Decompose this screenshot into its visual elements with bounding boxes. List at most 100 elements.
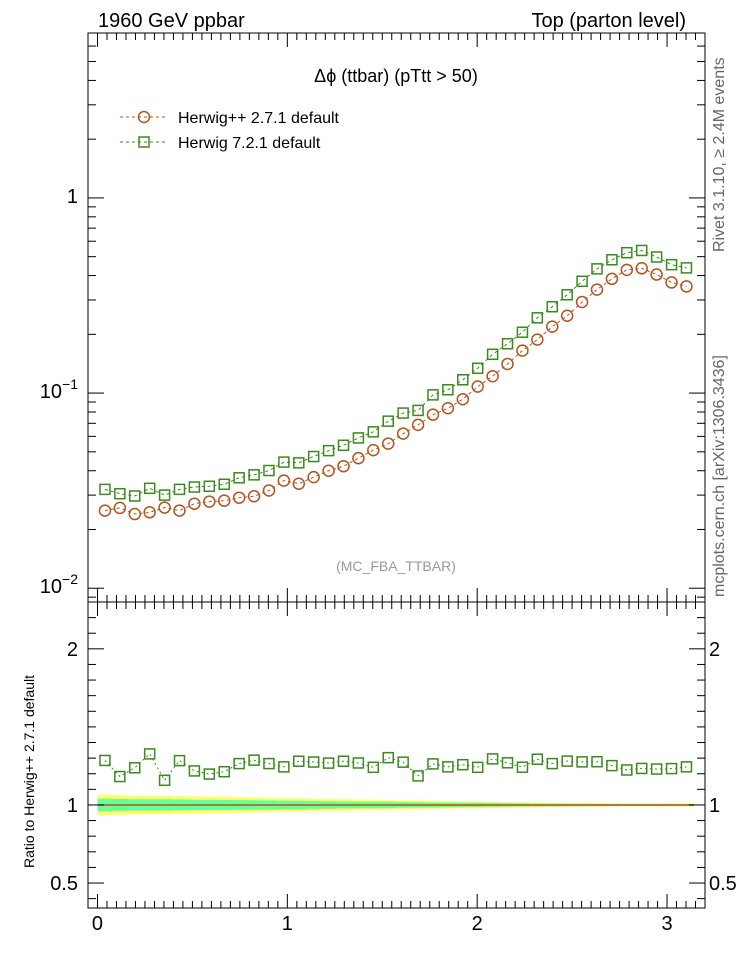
data-point-herwig7	[114, 487, 126, 500]
data-point-herwig7	[486, 348, 499, 361]
data-point-herwig7	[129, 490, 141, 502]
data-point-herwigpp	[292, 477, 306, 491]
data-point-herwigpp	[203, 495, 216, 508]
data-point-herwig7	[501, 337, 514, 350]
data-point-herwig7	[367, 426, 380, 438]
ratio-point	[546, 757, 559, 770]
ratio-ytick-label-right: 1	[709, 795, 720, 817]
series-line-0	[104, 267, 687, 515]
legend-herwigpp-marker	[137, 110, 151, 124]
data-point-herwigpp	[471, 380, 484, 393]
ratio-point	[367, 761, 380, 774]
ratio-point	[516, 761, 529, 773]
ratio-point	[665, 762, 678, 775]
data-point-herwigpp	[307, 470, 320, 484]
data-point-herwigpp	[411, 418, 425, 432]
ratio-point	[635, 762, 648, 775]
data-point-herwig7	[412, 404, 424, 417]
data-point-herwigpp	[546, 320, 559, 333]
ratio-point	[397, 756, 409, 768]
data-point-herwigpp	[516, 344, 529, 357]
data-point-herwig7	[263, 464, 275, 477]
ratio-panel: Ratio to Herwig++ 2.7.1 default 0.5 0.5 1 1…	[21, 601, 737, 935]
data-point-herwig7	[427, 389, 439, 401]
ratio-point	[233, 757, 245, 770]
data-point-herwig7	[457, 374, 469, 386]
data-point-herwigpp	[143, 506, 156, 519]
data-point-herwigpp	[575, 295, 589, 309]
ratio-point	[248, 754, 260, 766]
data-point-herwigpp	[486, 369, 499, 383]
rivet-version-label: Rivet 3.1.10, ≥ 2.4M events	[711, 57, 728, 252]
ratio-point	[442, 761, 454, 773]
ratio-ylabel: Ratio to Herwig++ 2.7.1 default	[21, 675, 37, 868]
ratio-point	[203, 768, 216, 780]
ratio-point	[263, 757, 275, 770]
data-point-herwigpp	[128, 507, 142, 521]
ratio-series-line	[104, 753, 687, 782]
ratio-point	[606, 759, 618, 772]
data-point-herwig7	[307, 450, 320, 463]
ratio-point	[99, 754, 111, 767]
ratio-point	[412, 770, 424, 782]
ratio-point	[382, 751, 394, 764]
data-point-herwigpp	[367, 443, 380, 457]
ratio-point	[486, 753, 499, 765]
data-point-herwigpp	[635, 262, 648, 275]
data-point-herwigpp	[381, 437, 395, 450]
header-right-label: Top (parton level)	[531, 10, 686, 32]
data-point-herwig7	[397, 407, 409, 419]
data-point-herwigpp	[158, 501, 171, 514]
data-point-herwigpp	[247, 490, 261, 503]
data-point-herwigpp	[426, 408, 440, 421]
ratio-ytick-label: 1	[67, 795, 78, 817]
data-point-herwigpp	[441, 402, 455, 415]
xtick-label: 3	[661, 913, 672, 935]
data-point-herwig7	[203, 480, 216, 493]
data-point-herwigpp	[531, 333, 544, 346]
data-point-herwig7	[218, 478, 230, 491]
mcplots-label: mcplots.cern.ch [arXiv:1306.3436]	[711, 355, 728, 597]
data-point-herwig7	[143, 482, 156, 495]
xtick-label: 0	[92, 913, 103, 935]
data-point-herwig7	[99, 483, 111, 496]
ratio-point	[352, 757, 365, 769]
ratio-point	[188, 765, 201, 777]
legend-herwig7-marker	[138, 136, 150, 148]
data-point-herwigpp	[560, 309, 574, 323]
data-point-herwig7	[248, 469, 260, 481]
data-point-herwig7	[322, 444, 335, 457]
data-point-herwigpp	[232, 491, 246, 504]
ratio-point	[337, 755, 350, 767]
data-point-herwig7	[471, 362, 484, 375]
data-point-herwigpp	[680, 280, 693, 293]
ratio-point	[576, 756, 588, 768]
data-point-herwigpp	[620, 263, 634, 277]
ratio-point	[471, 761, 484, 774]
data-point-herwig7	[188, 481, 201, 493]
legend: Herwig++ 2.7.1 default Herwig 7.2.1 defa…	[120, 110, 340, 152]
ratio-ytick-label: 0.5	[50, 873, 78, 895]
main-panel: Δϕ (ttbar) (pTtt > 50) (MC_FBA_TTBAR) He…	[40, 32, 706, 603]
data-point-herwig7	[173, 483, 186, 496]
ratio-point	[143, 748, 156, 760]
data-point-herwigpp	[665, 276, 678, 289]
ratio-point	[680, 761, 693, 773]
legend-herwig7-label: Herwig 7.2.1 default	[178, 135, 321, 152]
ratio-point	[129, 762, 141, 774]
ratio-point	[427, 758, 439, 770]
data-point-herwigpp	[501, 357, 514, 371]
ratio-point	[650, 763, 663, 775]
data-point-herwigpp	[217, 494, 231, 507]
data-point-herwig7	[293, 457, 305, 469]
ratio-point	[322, 757, 335, 769]
analysis-watermark: (MC_FBA_TTBAR)	[336, 558, 456, 574]
ratio-point	[501, 757, 514, 769]
ratio-point	[293, 755, 305, 767]
data-point-herwigpp	[277, 474, 291, 487]
data-point-herwig7	[442, 384, 454, 396]
ratio-point	[114, 770, 126, 783]
data-point-herwig7	[576, 275, 588, 288]
data-point-herwigpp	[352, 451, 365, 465]
ratio-point	[457, 758, 469, 771]
